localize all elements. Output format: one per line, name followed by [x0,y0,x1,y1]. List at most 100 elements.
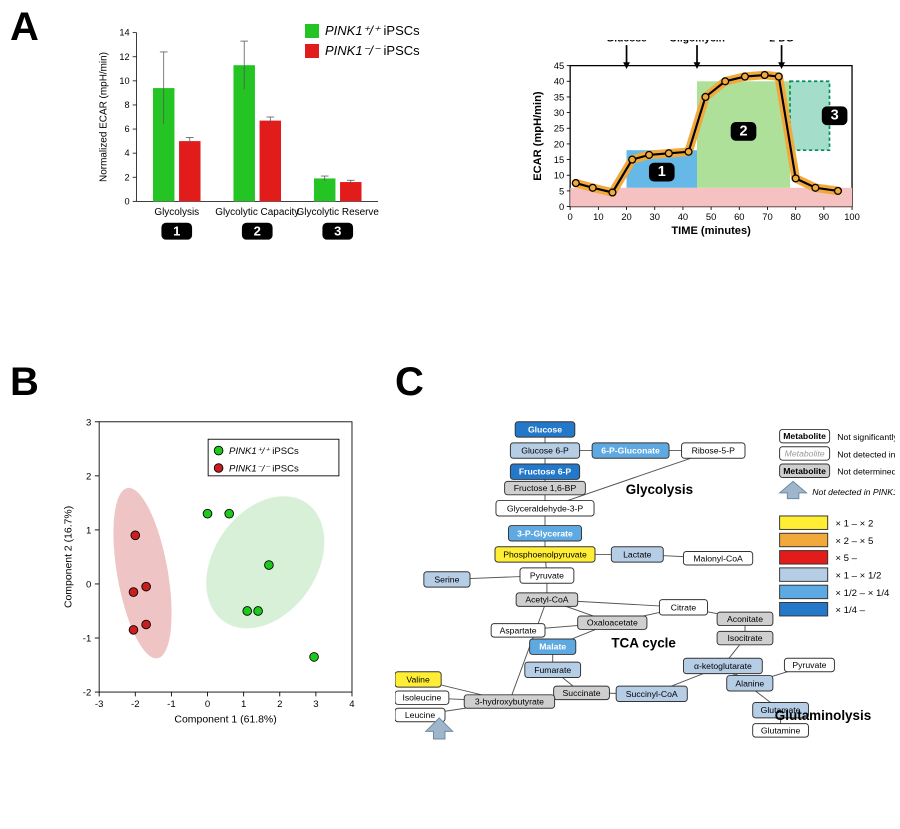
svg-text:3: 3 [334,224,341,239]
svg-text:15: 15 [554,154,564,165]
svg-text:Fructose 6-P: Fructose 6-P [519,467,572,477]
svg-text:Alanine: Alanine [735,678,764,688]
svg-text:0: 0 [205,699,210,710]
svg-text:Component 2 (16.7%): Component 2 (16.7%) [63,506,74,608]
svg-text:Isoleucine: Isoleucine [402,693,441,703]
svg-text:10: 10 [593,211,603,222]
svg-text:× 1/2 – × 1/4: × 1/2 – × 1/4 [835,588,890,599]
svg-text:PINK1⁻/⁻ iPSCs: PINK1⁻/⁻ iPSCs [325,43,420,58]
svg-text:Pyruvate: Pyruvate [530,571,564,581]
panel-a-legend: PINK1⁺/⁺ iPSCs PINK1⁻/⁻ iPSCs [305,22,475,62]
svg-text:Not detected in both samples: Not detected in both samples [837,449,895,459]
svg-text:Acetyl-CoA: Acetyl-CoA [525,595,568,605]
svg-text:Metabolite: Metabolite [785,448,825,458]
svg-text:Leucine: Leucine [405,710,435,720]
svg-text:× 1 – × 2: × 1 – × 2 [835,519,873,530]
svg-text:14: 14 [119,28,129,38]
svg-text:Glucose: Glucose [528,424,562,434]
svg-text:ECAR (mpH/min): ECAR (mpH/min) [532,91,544,181]
svg-text:1: 1 [658,164,666,180]
svg-text:PINK1⁺/⁺ iPSCs: PINK1⁺/⁺ iPSCs [325,23,420,38]
svg-text:Lactate: Lactate [623,549,652,559]
svg-text:Glyceraldehyde-3-P: Glyceraldehyde-3-P [507,503,584,513]
svg-text:Glycolysis: Glycolysis [626,482,693,497]
svg-text:20: 20 [554,138,564,149]
svg-text:8: 8 [124,100,129,110]
svg-text:100: 100 [844,211,860,222]
svg-text:Aconitate: Aconitate [727,614,763,624]
svg-text:Metabolite: Metabolite [783,431,826,441]
svg-text:α-ketoglutarate: α-ketoglutarate [694,661,752,671]
svg-text:0: 0 [568,211,573,222]
svg-text:Succinyl-CoA: Succinyl-CoA [626,689,678,699]
svg-text:2: 2 [277,699,282,710]
svg-text:25: 25 [554,123,564,134]
svg-text:PINK1⁻/⁻ iPSCs: PINK1⁻/⁻ iPSCs [229,463,299,474]
svg-text:Oxaloacetate: Oxaloacetate [587,618,638,628]
svg-text:80: 80 [790,211,800,222]
svg-text:Glycolytic Capacity: Glycolytic Capacity [215,207,299,218]
svg-text:Phosphoenolpyruvate: Phosphoenolpyruvate [503,549,587,559]
svg-text:45: 45 [554,60,564,71]
svg-text:3-P-Glycerate: 3-P-Glycerate [517,528,573,538]
svg-text:Malate: Malate [539,642,566,652]
svg-text:30: 30 [554,107,564,118]
svg-text:1: 1 [86,525,91,536]
svg-text:-3: -3 [95,699,104,710]
svg-text:70: 70 [762,211,772,222]
svg-text:Serine: Serine [434,574,459,584]
svg-text:1: 1 [173,224,180,239]
svg-text:40: 40 [678,211,688,222]
svg-text:TIME (minutes): TIME (minutes) [671,225,751,237]
svg-text:2: 2 [254,224,261,239]
svg-text:35: 35 [554,91,564,102]
svg-text:Malonyl-CoA: Malonyl-CoA [693,553,743,563]
svg-text:Succinate: Succinate [563,688,601,698]
svg-text:2: 2 [739,123,747,139]
svg-text:Aspartate: Aspartate [500,625,537,635]
svg-text:Glucose: Glucose [606,40,647,45]
svg-text:6: 6 [124,124,129,134]
panel-a-trace: 1230510152025303540450102030405060708090… [525,40,875,245]
svg-text:12: 12 [119,52,129,62]
svg-text:-2: -2 [83,688,92,699]
svg-text:Not determined: Not determined [837,467,895,477]
svg-text:Glucose 6-P: Glucose 6-P [521,446,569,456]
svg-text:90: 90 [819,211,829,222]
svg-text:× 1 – × 1/2: × 1 – × 1/2 [835,570,881,581]
svg-text:3: 3 [313,699,318,710]
svg-text:50: 50 [706,211,716,222]
svg-text:Normalized ECAR (mpH/min): Normalized ECAR (mpH/min) [99,52,110,182]
svg-text:× 5 –: × 5 – [835,553,857,564]
svg-text:× 2 – × 5: × 2 – × 5 [835,536,873,547]
svg-text:10: 10 [554,170,564,181]
svg-text:Oligomycin: Oligomycin [669,40,725,45]
svg-text:Citrate: Citrate [671,602,697,612]
svg-text:3: 3 [86,417,91,428]
svg-text:TCA cycle: TCA cycle [611,636,676,651]
svg-text:40: 40 [554,76,564,87]
svg-text:-2: -2 [131,699,140,710]
svg-text:Glycolysis: Glycolysis [154,207,199,218]
svg-text:Not significantly changed: Not significantly changed [837,432,895,442]
svg-text:× 1/4 –: × 1/4 – [835,605,865,616]
svg-text:Metabolite: Metabolite [783,466,826,476]
svg-text:Glutamine: Glutamine [761,725,801,735]
svg-text:2: 2 [86,471,91,482]
svg-text:3: 3 [831,108,839,124]
svg-text:2: 2 [124,172,129,182]
svg-text:Glutaminolysis: Glutaminolysis [775,708,871,723]
svg-text:Ribose-5-P: Ribose-5-P [692,446,735,456]
svg-text:30: 30 [650,211,660,222]
panel-b-scatter: -3-2-101234-2-10123Component 1 (61.8%)Co… [55,400,370,740]
panel-b-label: B [10,360,39,405]
svg-text:-1: -1 [83,633,92,644]
svg-text:10: 10 [119,76,129,86]
panel-a-label: A [10,5,39,50]
svg-text:1: 1 [241,699,246,710]
svg-text:Not detected in PINK1⁺/⁺ iPSCs: Not detected in PINK1⁺/⁺ iPSCs [812,487,895,497]
svg-text:60: 60 [734,211,744,222]
figure-root: A B C 02468101214Normalized ECAR (mpH/mi… [0,0,900,829]
svg-text:20: 20 [621,211,631,222]
svg-text:Isocitrate: Isocitrate [727,633,762,643]
